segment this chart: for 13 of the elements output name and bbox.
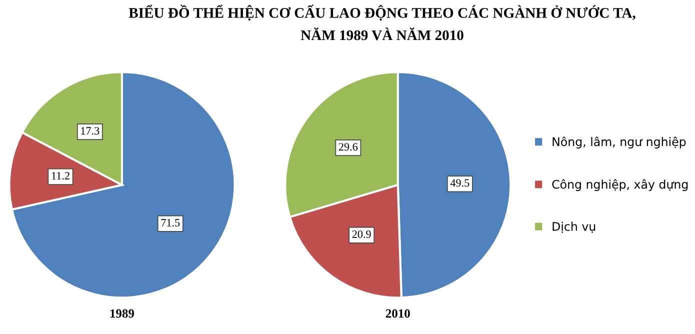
data-label: 49.5 [450,179,470,187]
legend-label: Nông, lâm, ngư nghiệp [552,136,686,148]
data-label: 20.9 [352,230,371,238]
data-label: 71.5 [161,218,180,226]
legend-label: Dịch vụ [552,222,596,233]
chart-title: BIỂU ĐỒ THỂ HIỆN CƠ CẤU LAO ĐỘNG THEO CÁC NGÀNH Ở NƯỚC TA, NĂM 1989 VÀ NĂM 2010 [128,4,636,40]
data-label: 11.2 [52,172,70,180]
text: 1989 [110,309,134,318]
pie-slice [10,71,236,299]
data-label: 17.3 [81,127,100,135]
text: 2010 [386,309,410,318]
legend-label: Công nghiệp, xây dựng [552,179,688,192]
data-label: 29.6 [338,143,358,151]
